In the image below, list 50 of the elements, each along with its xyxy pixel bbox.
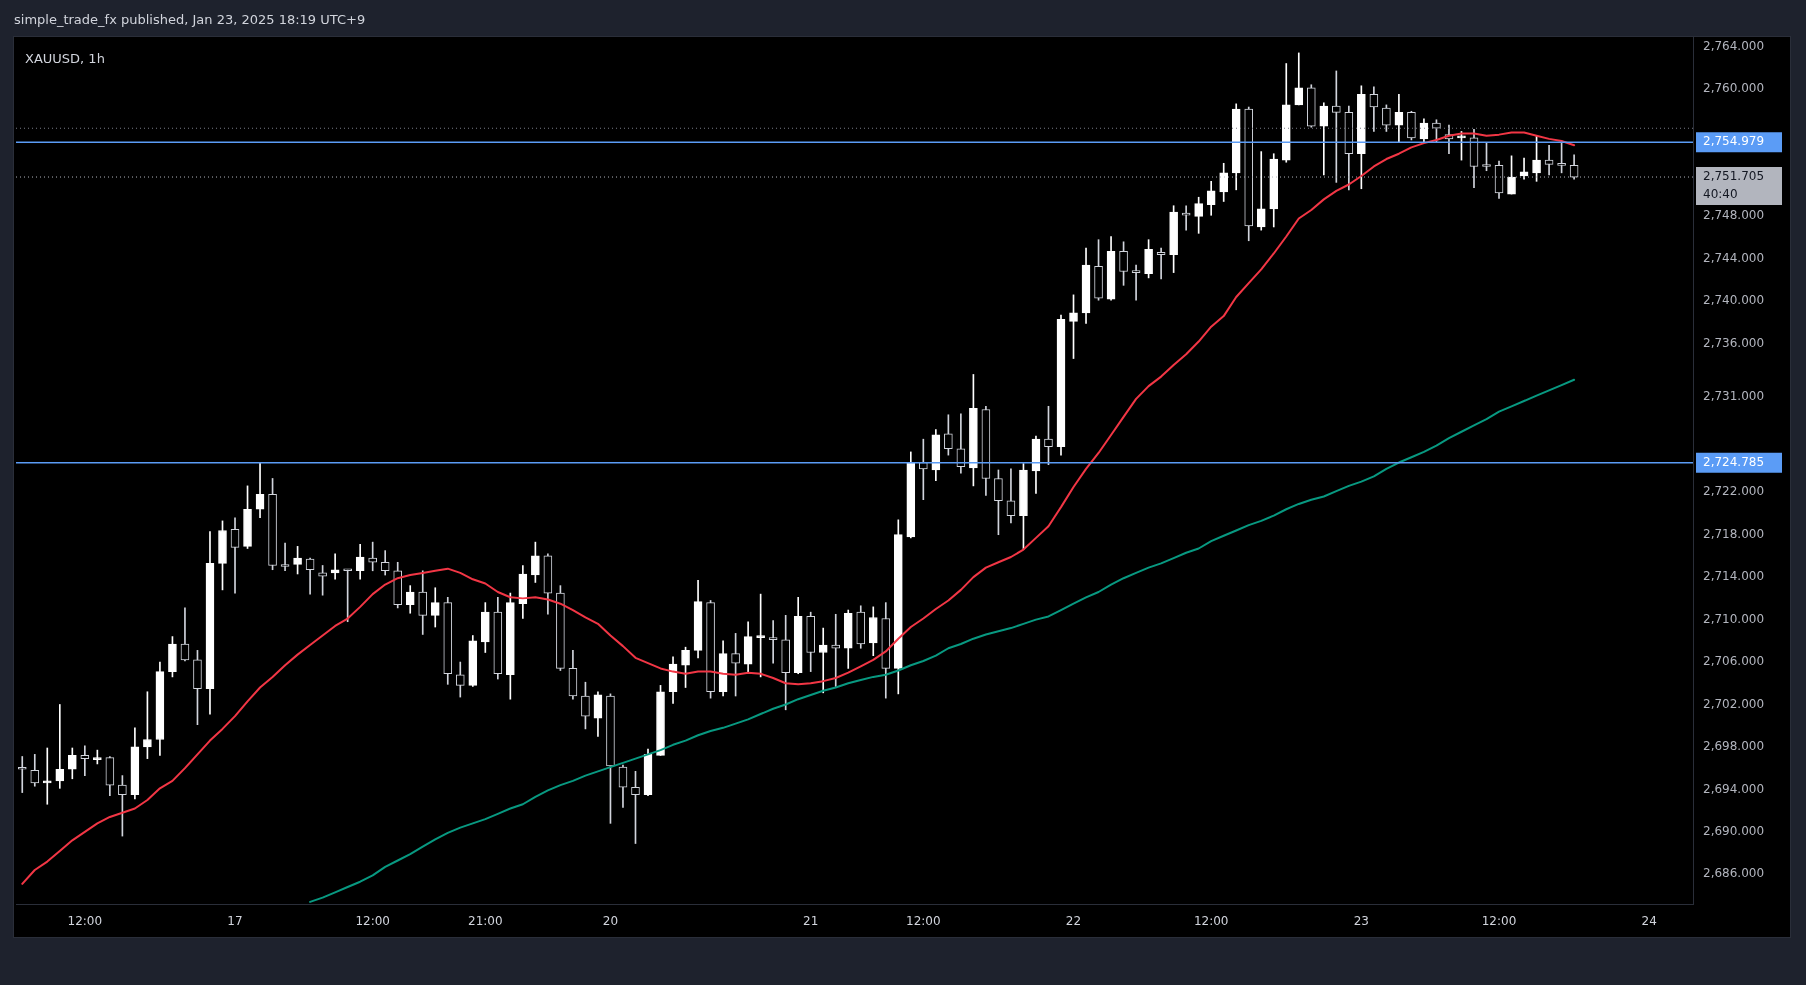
- candlestick: [280, 542, 290, 572]
- ref-line-label: 2,751.705 40:40: [1703, 169, 1765, 202]
- x-tick-label: 21: [803, 914, 819, 929]
- text: XAUUSD, 1h: [25, 51, 105, 67]
- y-tick-label: 2,718.000: [1703, 526, 1765, 541]
- candlestick: [1256, 151, 1266, 231]
- candlestick: [330, 553, 340, 580]
- x-tick-label: 12:00: [1193, 914, 1229, 929]
- candlestick: [1332, 70, 1341, 183]
- x-tick-label: 12:00: [355, 914, 390, 929]
- candlestick: [831, 613, 841, 687]
- y-tick-label: 2,760.000: [1703, 81, 1765, 96]
- text: simple_trade_fx published, Jan 23, 2025 18:19 UTC+9: [14, 11, 366, 28]
- y-tick-label: 2,710.000: [1703, 611, 1765, 626]
- y-tick-label: 2,706.000: [1703, 654, 1765, 669]
- y-tick-label: 2,702.000: [1703, 696, 1765, 711]
- x-tick-label: 17: [227, 914, 243, 929]
- y-tick-label: 2,694.000: [1703, 781, 1765, 796]
- x-tick-label: 12:00: [906, 914, 941, 929]
- x-tick-label: 22: [1065, 914, 1082, 929]
- ref-line-label: 2,754.979: [1703, 134, 1765, 149]
- y-tick-label: 2,686.000: [1703, 866, 1765, 881]
- candlestick: [230, 517, 240, 594]
- candlestick: [1544, 144, 1554, 176]
- y-tick-label: 2,740.000: [1703, 293, 1765, 308]
- x-tick-label: 12:00: [67, 914, 103, 929]
- ref-line-label: 2,724.785: [1703, 454, 1765, 469]
- x-tick-label: 24: [1641, 914, 1657, 929]
- candlestick: [55, 704, 65, 789]
- y-tick-label: 2,722.000: [1703, 484, 1765, 499]
- x-tick-label: 12:00: [1481, 914, 1517, 929]
- x-tick-label: 23: [1353, 914, 1369, 929]
- candlestick: [1181, 205, 1191, 231]
- x-tick-label: 20: [602, 914, 619, 929]
- candlestick: [1156, 247, 1166, 280]
- y-tick-label: 2,748.000: [1703, 208, 1765, 223]
- candlestick: [368, 541, 378, 572]
- candlestick: [17, 756, 27, 793]
- y-tick-label: 2,690.000: [1703, 823, 1765, 838]
- y-tick-label: 2,764.000: [1703, 38, 1765, 53]
- candlestick: [1131, 264, 1141, 301]
- y-tick-label: 2,736.000: [1703, 335, 1765, 350]
- y-tick-label: 2,698.000: [1703, 739, 1765, 754]
- candlestick: [768, 620, 778, 664]
- x-tick-label: 21:00: [468, 914, 503, 929]
- y-tick-label: 2,744.000: [1703, 250, 1765, 265]
- y-tick-label: 2,714.000: [1703, 569, 1765, 584]
- candlestick: [80, 745, 90, 776]
- y-tick-label: 2,731.000: [1703, 388, 1765, 403]
- candlestick: [818, 627, 828, 694]
